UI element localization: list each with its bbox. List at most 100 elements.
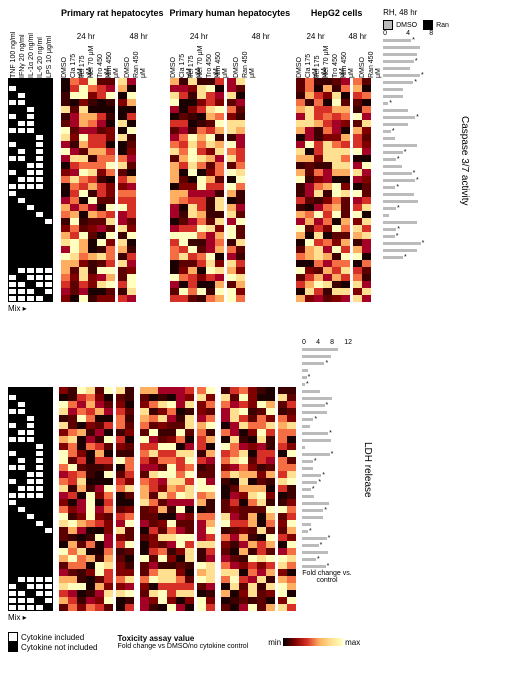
- cytokine-cell: [26, 162, 35, 169]
- heatmap-cell: [179, 281, 188, 288]
- heatmap-cell: [206, 274, 215, 281]
- heatmap-cell: [176, 436, 185, 443]
- heatmap-cell: [61, 225, 70, 232]
- heatmap-cell: [116, 555, 125, 562]
- heatmap-cell: [79, 127, 88, 134]
- cytokine-cell: [44, 127, 53, 134]
- cytokine-cell: [17, 218, 26, 225]
- heatmap-cell: [86, 485, 95, 492]
- heatmap-cell: [149, 478, 158, 485]
- cytokine-cell: [44, 478, 53, 485]
- heatmap-cell: [278, 394, 287, 401]
- cytokine-cell: [17, 295, 26, 302]
- drug-label: Ran 450 μM: [242, 44, 251, 78]
- heatmap-cell: [104, 548, 113, 555]
- heatmap-cell: [167, 464, 176, 471]
- bar-dmso: [302, 467, 313, 470]
- heatmap-cell: [353, 127, 362, 134]
- cytokine-cell: [35, 113, 44, 120]
- heatmap-cell: [167, 471, 176, 478]
- cytokine-cell: [8, 288, 17, 295]
- heatmap-cell: [176, 583, 185, 590]
- heatmap-cell: [239, 541, 248, 548]
- heatmap-cell: [236, 148, 245, 155]
- heatmap-cell: [227, 120, 236, 127]
- cytokine-cell: [17, 176, 26, 183]
- heatmap-cell: [314, 274, 323, 281]
- heatmap-cell: [314, 190, 323, 197]
- heatmap-cell: [278, 387, 287, 394]
- cytokine-cell: [17, 183, 26, 190]
- heatmap-cell: [86, 492, 95, 499]
- heatmap-cell: [140, 408, 149, 415]
- cytokine-cell: [17, 471, 26, 478]
- heatmap-cell: [206, 499, 215, 506]
- heatmap-cell: [296, 253, 305, 260]
- cytokine-cell: [35, 548, 44, 555]
- cytokine-cell: [8, 576, 17, 583]
- bar-dmso: [302, 446, 305, 449]
- heatmap-cell: [257, 401, 266, 408]
- heatmap-cell: [197, 225, 206, 232]
- heatmap-cell: [353, 281, 362, 288]
- cytokine-cell: [26, 78, 35, 85]
- heatmap-cell: [179, 113, 188, 120]
- heatmap-cell: [77, 590, 86, 597]
- heatmap-cell: [140, 415, 149, 422]
- drug-label: Nef 70 μM: [323, 44, 332, 78]
- heatmap-cell: [323, 211, 332, 218]
- heatmap-cell: [116, 534, 125, 541]
- cytokine-cell: [17, 92, 26, 99]
- cytokine-cell: [8, 106, 17, 113]
- heatmap-cell: [332, 78, 341, 85]
- heatmap-cell: [116, 597, 125, 604]
- heatmap-cell: [230, 576, 239, 583]
- bar-row: *: [383, 156, 449, 163]
- heatmap-cell: [278, 520, 287, 527]
- cytokine-cell: [26, 485, 35, 492]
- heatmap-cell: [179, 225, 188, 232]
- heatmap-cell: [206, 295, 215, 302]
- heatmap-cell: [287, 457, 296, 464]
- heatmap-cell: [287, 478, 296, 485]
- cytokine-cell: [8, 267, 17, 274]
- heatmap-cell: [68, 443, 77, 450]
- cytokine-cell: [26, 513, 35, 520]
- cytokine-cell: [44, 555, 53, 562]
- heatmap-cell: [266, 429, 275, 436]
- bar-row: *: [302, 374, 352, 381]
- heatmap-cell: [79, 85, 88, 92]
- cytokine-cell: [26, 443, 35, 450]
- heatmap-cell: [125, 604, 134, 611]
- heatmap-cell: [305, 78, 314, 85]
- heatmap-cell: [77, 478, 86, 485]
- heatmap-cell: [230, 562, 239, 569]
- bar-dmso: [383, 207, 396, 210]
- cytokine-cell: [17, 267, 26, 274]
- heatmap-cell: [95, 401, 104, 408]
- heatmap-cell: [287, 408, 296, 415]
- heatmap-cell: [362, 155, 371, 162]
- cytokine-cell: [35, 92, 44, 99]
- heatmap-cell: [197, 492, 206, 499]
- heatmap-cell: [167, 394, 176, 401]
- cytokine-cell: [44, 183, 53, 190]
- cytokine-cell: [26, 394, 35, 401]
- heatmap-cell: [88, 232, 97, 239]
- heatmap-cell: [95, 604, 104, 611]
- heatmap-cell: [176, 387, 185, 394]
- heatmap-cell: [278, 534, 287, 541]
- heatmap-cell: [266, 534, 275, 541]
- heatmap-cell: [296, 281, 305, 288]
- bar-dmso: [383, 249, 417, 252]
- heatmap-cell: [70, 113, 79, 120]
- heatmap-cell: [179, 99, 188, 106]
- heatmap-cell: [221, 450, 230, 457]
- heatmap-cell: [127, 204, 136, 211]
- heatmap-cell: [341, 204, 350, 211]
- cytokine-cell: [26, 225, 35, 232]
- heatmap-cell: [86, 604, 95, 611]
- heatmap-cell: [197, 513, 206, 520]
- heatmap-cell: [353, 246, 362, 253]
- heatmap-cell: [296, 197, 305, 204]
